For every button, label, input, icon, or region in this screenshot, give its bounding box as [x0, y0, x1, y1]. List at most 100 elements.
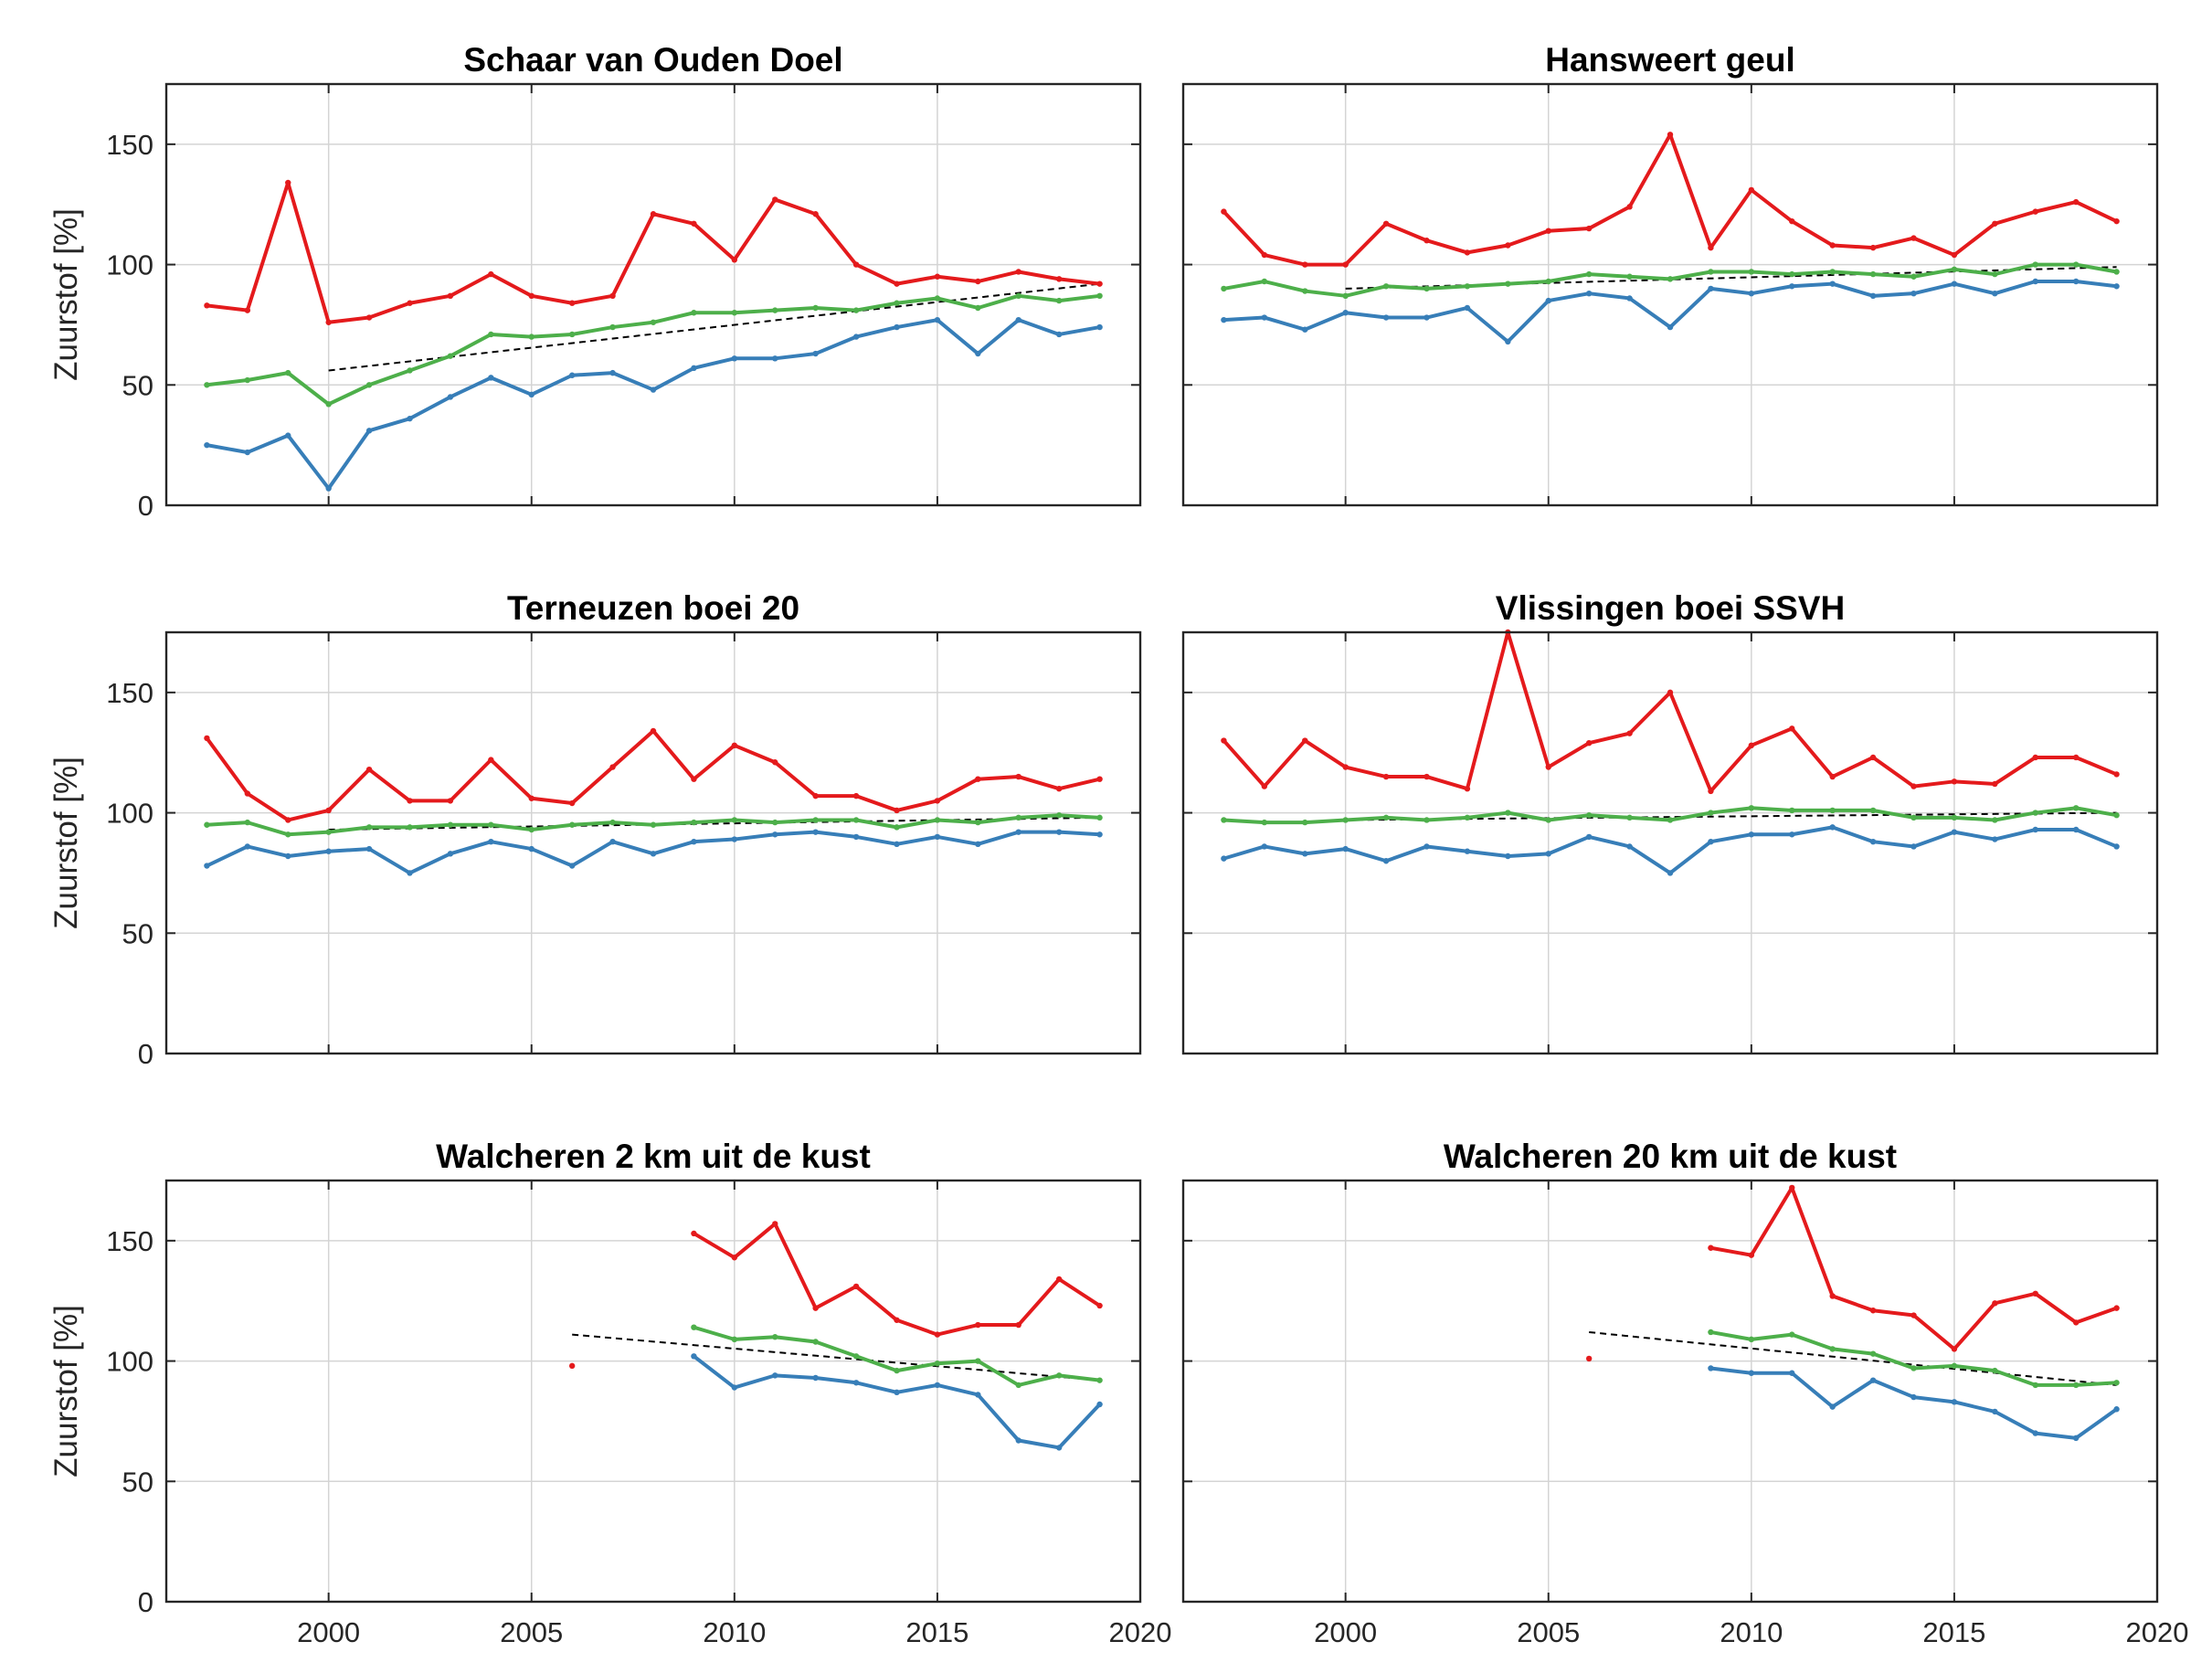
- data-point-blue: [691, 838, 697, 845]
- data-point-green: [731, 310, 738, 316]
- series-line-green: [693, 1325, 1100, 1387]
- data-point-red: [1342, 261, 1349, 268]
- data-point-red: [1789, 725, 1795, 732]
- data-point-red: [407, 798, 413, 804]
- data-point-red: [568, 1362, 576, 1370]
- data-point-green: [1221, 817, 1227, 823]
- data-point-blue: [772, 1372, 778, 1379]
- data-point-red: [2032, 208, 2038, 215]
- data-point-red: [1015, 773, 1021, 780]
- data-point-green: [1342, 292, 1349, 300]
- data-point-blue: [1789, 283, 1795, 290]
- data-point-blue: [1829, 281, 1836, 287]
- data-point-red: [934, 798, 941, 804]
- data-point-green: [528, 334, 534, 340]
- data-point-blue: [2072, 1435, 2080, 1442]
- data-point-green: [772, 819, 778, 826]
- data-point-green: [1055, 297, 1063, 304]
- y-axis-label: Zuurstof [%]: [48, 208, 84, 381]
- data-point-red: [1015, 269, 1021, 275]
- data-point-blue: [1910, 290, 1917, 297]
- data-point-blue: [528, 845, 534, 852]
- data-point-green: [1708, 269, 1714, 275]
- data-point-red: [2113, 771, 2120, 778]
- data-point-red: [772, 759, 778, 766]
- data-point-green: [1055, 1372, 1063, 1379]
- data-point-green: [1096, 292, 1103, 300]
- data-point-green: [1261, 819, 1268, 826]
- data-point-red: [1829, 773, 1836, 780]
- data-point-red: [731, 257, 738, 263]
- y-tick-label: 150: [106, 677, 153, 709]
- data-point-green: [1910, 273, 1917, 280]
- data-point-red: [488, 270, 494, 278]
- data-point-red: [650, 727, 657, 735]
- data-point-green: [1015, 1382, 1021, 1389]
- data-point-green: [244, 376, 251, 384]
- data-point-blue: [204, 441, 210, 449]
- data-point-red: [812, 792, 819, 799]
- data-point-blue: [731, 836, 738, 842]
- data-point-red: [1382, 773, 1390, 780]
- data-point-red: [325, 319, 332, 325]
- panel-title: Schaar van Ouden Doel: [463, 41, 842, 79]
- data-point-blue: [1748, 290, 1755, 297]
- data-point-red: [365, 766, 373, 773]
- data-point-green: [934, 817, 941, 823]
- data-point-green: [772, 307, 778, 313]
- data-point-green: [285, 831, 291, 838]
- data-point-red: [365, 314, 373, 321]
- data-point-green: [528, 826, 534, 833]
- data-point-red: [1667, 689, 1674, 696]
- axes-frame: [164, 1179, 1142, 1604]
- axes-frame: [1181, 1179, 2159, 1604]
- data-point-blue: [1545, 851, 1551, 857]
- data-point-green: [1910, 1365, 1917, 1371]
- y-tick-label: 100: [106, 1346, 153, 1378]
- data-point-green: [568, 331, 576, 338]
- data-point-green: [1545, 278, 1551, 285]
- data-point-blue: [894, 1389, 900, 1396]
- data-point-blue: [1869, 1377, 1877, 1383]
- data-point-blue: [1951, 281, 1958, 287]
- data-point-red: [975, 1321, 981, 1329]
- trend-line: [328, 816, 1100, 831]
- data-point-green: [1667, 817, 1674, 823]
- data-point-blue: [1015, 829, 1021, 835]
- data-point-blue: [1055, 1445, 1063, 1451]
- data-point-blue: [1829, 824, 1836, 831]
- data-point-blue: [812, 350, 819, 357]
- data-point-blue: [1342, 845, 1349, 852]
- data-point-red: [1096, 281, 1103, 287]
- trend-line: [1589, 1330, 2117, 1386]
- data-point-blue: [772, 355, 778, 362]
- data-point-green: [650, 319, 657, 325]
- data-point-red: [568, 300, 576, 306]
- data-point-red: [1505, 242, 1511, 249]
- series-line-blue: [1222, 825, 2118, 875]
- trend-line: [1345, 266, 2117, 290]
- data-point-green: [812, 304, 819, 312]
- data-point-blue: [1585, 833, 1593, 841]
- data-point-blue: [934, 316, 941, 323]
- axes-frame: [1181, 630, 2159, 1055]
- data-point-red: [1464, 249, 1471, 256]
- data-point-green: [772, 1334, 778, 1340]
- data-point-red: [1302, 261, 1308, 268]
- data-point-green: [1424, 817, 1430, 823]
- data-point-blue: [568, 863, 576, 869]
- data-point-blue: [1342, 310, 1349, 316]
- data-point-blue: [1951, 829, 1958, 835]
- data-point-green: [852, 307, 860, 313]
- data-point-blue: [1789, 1370, 1795, 1376]
- data-point-red: [1789, 1184, 1795, 1191]
- data-point-green: [488, 821, 494, 828]
- data-point-red: [691, 1230, 697, 1237]
- data-point-blue: [1667, 323, 1674, 331]
- data-point-blue: [1789, 831, 1795, 838]
- data-point-green: [447, 353, 454, 359]
- x-tick-label: 2015: [905, 1616, 968, 1648]
- panel-6: Walcheren 20 km uit de kust 2000 2005 2010 2…: [1181, 1138, 2188, 1648]
- data-point-blue: [852, 833, 860, 841]
- data-point-red: [2072, 754, 2080, 761]
